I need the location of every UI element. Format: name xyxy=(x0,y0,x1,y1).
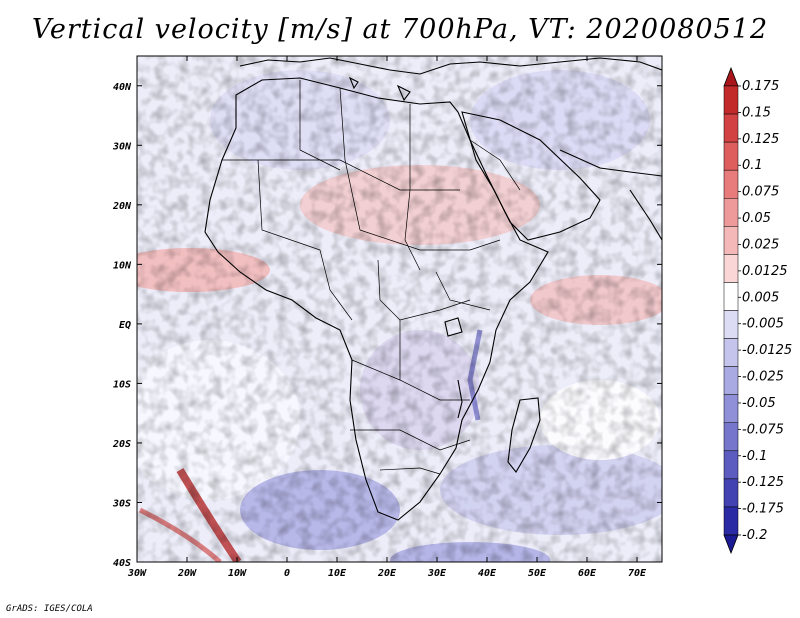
colorbar-swatch xyxy=(723,506,739,536)
grads-credit: GrADS: IGES/COLA xyxy=(6,604,93,614)
colorbar-label: -0.1 xyxy=(742,449,767,464)
colorbar-swatch xyxy=(723,169,739,199)
colorbar-label: -0.175 xyxy=(742,502,784,517)
lake-malawi xyxy=(457,379,463,419)
colorbar-label: -0.025 xyxy=(742,370,784,385)
y-tick-label: 10N xyxy=(113,260,132,271)
europe-coastline xyxy=(239,57,662,75)
colorbar-swatch xyxy=(723,366,739,395)
mediterranean-islands xyxy=(348,76,411,102)
x-axis: 30W 20W 10W 0 10E 20E 30E 40E 50E 60E 70E xyxy=(127,56,647,579)
x-tick-label: 10E xyxy=(328,568,347,579)
colorbar-swatch xyxy=(723,141,739,171)
lake-victoria xyxy=(444,317,463,337)
colorbar-label: 0.15 xyxy=(742,105,771,120)
country-borders xyxy=(222,80,521,475)
india-coast xyxy=(629,189,662,241)
arabian-peninsula xyxy=(461,111,601,241)
colorbar-label: 0.1 xyxy=(742,158,763,173)
colorbar-swatch xyxy=(723,422,739,452)
colorbar-swatch xyxy=(723,254,739,283)
y-tick-label: 40S xyxy=(113,558,131,569)
y-tick-label: 20N xyxy=(112,201,132,212)
colorbar-bottom-arrow xyxy=(723,534,739,555)
colorbar-label: -0.075 xyxy=(742,422,784,437)
velocity-field xyxy=(137,56,662,562)
y-tick-label: 10S xyxy=(113,379,131,390)
x-tick-label: 30E xyxy=(427,568,447,579)
y-tick-label: EQ xyxy=(119,320,131,331)
x-tick-label: 40E xyxy=(478,568,497,579)
colorbar-label: -0.005 xyxy=(742,317,784,332)
colorbar-label: -0.05 xyxy=(742,396,776,411)
africa-coastline xyxy=(204,77,549,521)
colorbar-swatch xyxy=(723,478,739,508)
chart-title: Vertical velocity [m/s] at 700hPa, VT: 2… xyxy=(31,14,769,45)
colorbar-label: 0.175 xyxy=(742,79,779,94)
madagascar xyxy=(507,397,541,473)
colorbar-top-arrow xyxy=(723,66,739,87)
colorbar-swatch xyxy=(723,113,739,143)
colorbar-label: 0.0125 xyxy=(742,264,788,279)
y-tick-label: 20S xyxy=(112,439,131,450)
y-tick-label: 30N xyxy=(112,141,132,152)
y-tick-label: 30S xyxy=(112,498,131,509)
x-tick-label: 20W xyxy=(177,568,197,579)
colorbar-swatch xyxy=(723,338,739,367)
colorbar-swatch xyxy=(723,85,739,115)
y-tick-label: 40N xyxy=(113,82,132,93)
colorbar-label: 0.125 xyxy=(742,132,779,147)
iran-coast xyxy=(559,149,662,177)
colorbar-swatch xyxy=(723,282,739,311)
colorbar-label: 0.025 xyxy=(742,237,779,252)
colorbar-label: -0.2 xyxy=(742,528,767,543)
plot-frame xyxy=(136,55,663,563)
colorbar-swatch xyxy=(723,450,739,480)
coastlines xyxy=(204,57,662,521)
colorbar-label: 0.005 xyxy=(742,290,779,305)
colorbar-label: 0.05 xyxy=(742,211,771,226)
colorbar: 0.175 0.15 0.125 0.1 0.075 0.05 0.025 0.0125 0.0… xyxy=(723,66,792,555)
x-tick-label: 10W xyxy=(228,568,247,579)
colorbar-swatch xyxy=(723,198,739,227)
x-tick-label: 20E xyxy=(377,568,397,579)
x-tick-label: 30W xyxy=(127,568,147,579)
x-tick-label: 50E xyxy=(528,568,547,579)
colorbar-label: -0.0125 xyxy=(742,343,792,358)
x-tick-label: 0 xyxy=(284,568,290,579)
colorbar-swatch xyxy=(723,226,739,255)
colorbar-label: 0.075 xyxy=(742,185,779,200)
colorbar-swatch xyxy=(723,394,739,423)
y-axis: 40N 30N 20N 10N EQ 10S 20S 30S 40S xyxy=(112,82,662,569)
x-tick-label: 70E xyxy=(628,568,647,579)
colorbar-label: -0.125 xyxy=(742,475,784,490)
x-tick-label: 60E xyxy=(578,568,597,579)
colorbar-swatch xyxy=(723,310,739,339)
